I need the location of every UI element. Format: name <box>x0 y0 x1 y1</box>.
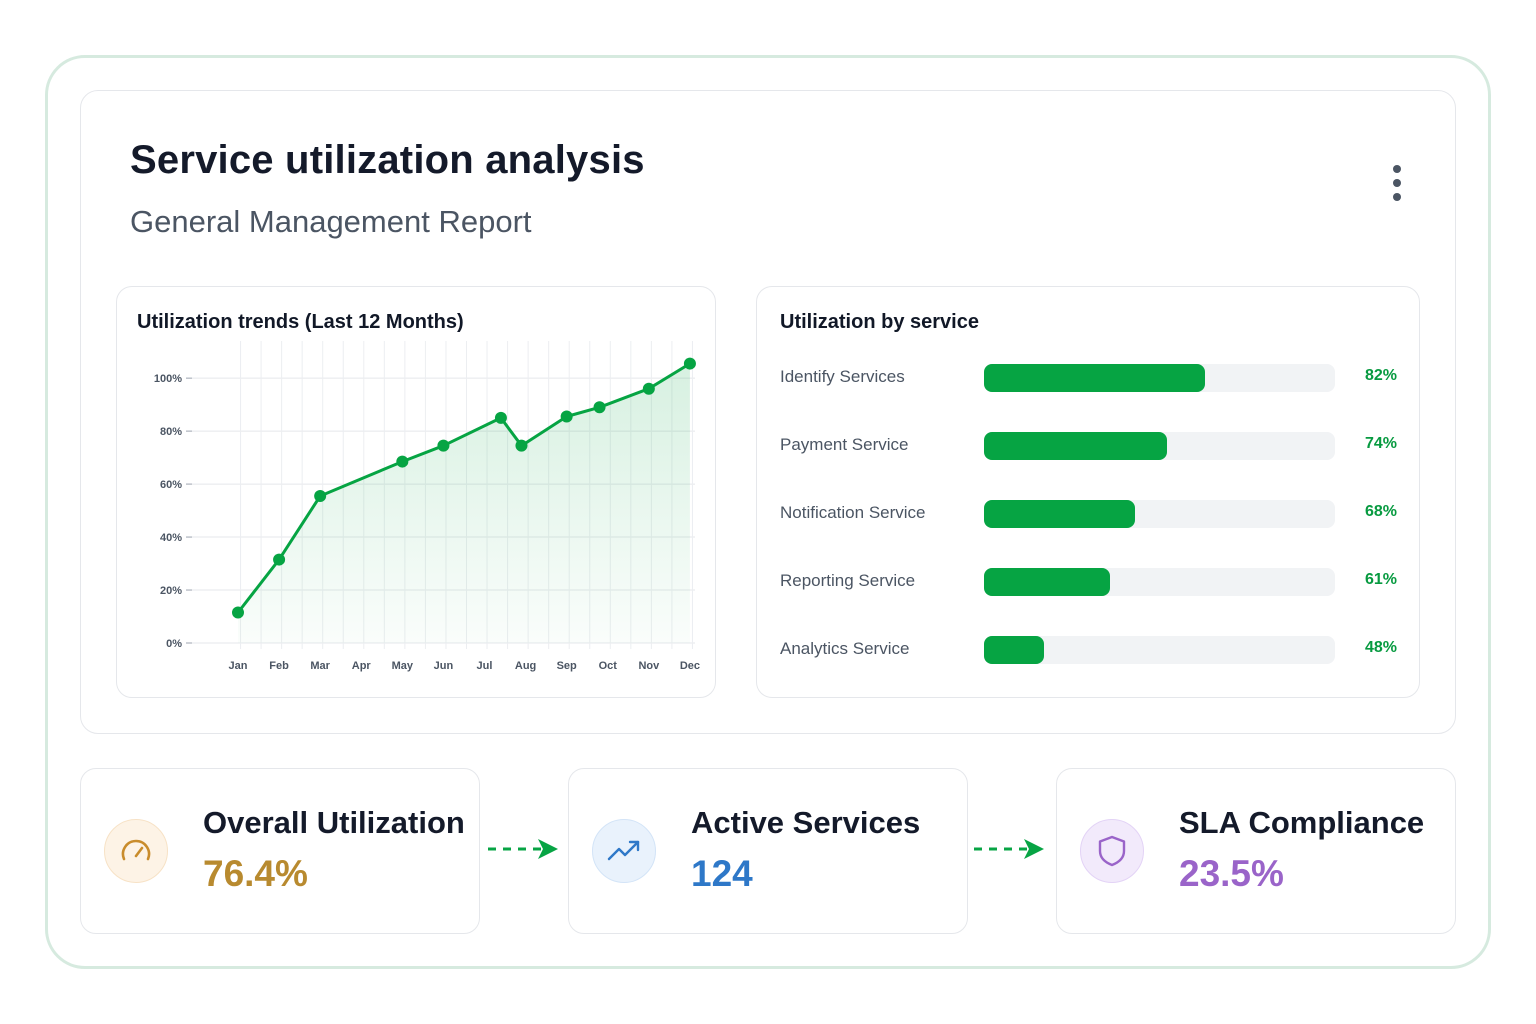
kpi-label: SLA Compliance <box>1179 805 1425 840</box>
service-bar-fill <box>984 500 1135 528</box>
y-tick-label: 0% <box>166 638 182 650</box>
x-tick-label: Dec <box>680 660 700 672</box>
more-vertical-icon-dot <box>1393 179 1401 187</box>
service-bar-fill <box>984 432 1167 460</box>
service-bar-fill <box>984 636 1044 664</box>
service-label: Payment Service <box>780 435 909 454</box>
x-tick-label: Jul <box>477 660 493 672</box>
trending-up-icon <box>592 819 656 883</box>
shield-icon <box>1080 819 1144 883</box>
service-label: Reporting Service <box>780 571 916 590</box>
trend-point <box>314 490 327 502</box>
x-tick-label: Oct <box>599 660 618 672</box>
service-row: Payment Service 74% <box>757 431 1421 461</box>
service-label: Analytics Service <box>780 639 910 658</box>
service-row: Analytics Service 48% <box>757 635 1421 665</box>
service-percent: 74% <box>1364 435 1397 452</box>
service-row: Reporting Service 61% <box>757 567 1421 597</box>
service-panel-title: Utilization by service <box>780 311 979 333</box>
trend-panel-title: Utilization trends (Last 12 Months) <box>137 311 464 333</box>
kpi-card-active-services[interactable]: Active Services 124 <box>568 768 968 934</box>
trend-point <box>560 410 573 423</box>
more-vertical-icon-dot <box>1393 193 1401 201</box>
kpi-card-overall-utilization[interactable]: Overall Utilization 76.4% <box>80 768 480 934</box>
service-percent: 82% <box>1364 367 1397 384</box>
y-tick-label: 60% <box>160 479 182 491</box>
service-bar-track <box>984 432 1335 460</box>
y-tick-label: 100% <box>154 373 182 385</box>
x-tick-label: May <box>392 660 414 672</box>
service-percent: 68% <box>1364 503 1397 520</box>
x-tick-label: Jun <box>434 660 454 672</box>
flow-arrow-icon <box>488 839 558 859</box>
page-subtitle: General Management Report <box>130 204 532 239</box>
service-panel: Utilization by service Identify Services… <box>756 286 1420 698</box>
service-bar-track <box>984 500 1335 528</box>
more-vertical-icon <box>1393 165 1401 173</box>
x-tick-label: Feb <box>269 660 289 672</box>
gauge-icon <box>104 819 168 883</box>
x-tick-label: Apr <box>352 660 372 672</box>
service-row: Notification Service 68% <box>757 499 1421 529</box>
service-percent: 61% <box>1364 571 1397 588</box>
trend-chart: 0% 20% 40% 60% 80% 100% Jan Feb Mar Apr May Jun Jul A… <box>154 341 700 672</box>
y-tick-label: 20% <box>160 585 182 597</box>
x-tick-label: Jan <box>229 660 248 672</box>
kpi-label: Overall Utilization <box>203 805 465 840</box>
x-tick-label: Sep <box>557 660 577 672</box>
trend-point <box>273 553 286 566</box>
trend-point <box>232 606 244 619</box>
service-bar-track <box>984 636 1335 664</box>
trend-area <box>238 363 690 643</box>
x-tick-label: Aug <box>515 660 536 672</box>
service-bar-track <box>984 364 1335 392</box>
trend-point <box>683 357 696 370</box>
trend-point <box>396 455 409 468</box>
kpi-label: Active Services <box>691 805 921 840</box>
y-tick-label: 80% <box>160 426 182 438</box>
x-tick-label: Nov <box>638 660 660 672</box>
trend-point <box>593 401 606 414</box>
service-row: Identify Services 82% <box>757 363 1421 393</box>
more-options-button[interactable] <box>1380 160 1414 206</box>
service-label: Identify Services <box>780 367 905 386</box>
x-tick-label: Mar <box>310 660 330 672</box>
kpi-value: 124 <box>691 853 753 894</box>
y-tick-label: 40% <box>160 532 182 544</box>
service-bar-fill <box>984 364 1206 392</box>
trend-point <box>437 439 450 452</box>
trend-point <box>642 382 655 395</box>
trend-point <box>515 439 528 452</box>
page-title: Service utilization analysis <box>130 138 645 182</box>
trend-panel: Utilization trends (Last 12 Months) 0% 20… <box>116 286 716 698</box>
kpi-card-sla-compliance[interactable]: SLA Compliance 23.5% <box>1056 768 1456 934</box>
service-label: Notification Service <box>780 503 926 522</box>
kpi-value: 23.5% <box>1179 853 1284 894</box>
service-percent: 48% <box>1364 639 1397 656</box>
trend-point <box>494 411 507 424</box>
service-bar-fill <box>984 568 1111 596</box>
flow-arrow-icon <box>974 839 1044 859</box>
service-bar-track <box>984 568 1335 596</box>
kpi-value: 76.4% <box>203 853 308 894</box>
